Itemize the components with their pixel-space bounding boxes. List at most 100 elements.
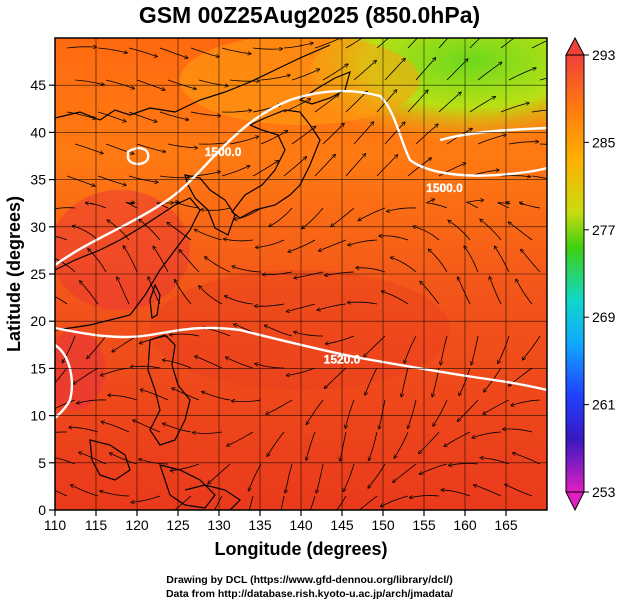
streamline <box>464 246 479 273</box>
streamline <box>449 464 479 466</box>
streamline <box>432 367 440 397</box>
streamline <box>71 485 99 497</box>
temperature-field <box>55 38 547 510</box>
streamline <box>368 463 386 488</box>
streamline <box>195 230 223 241</box>
streamline <box>345 91 367 113</box>
streamline <box>539 143 547 145</box>
streamline <box>255 303 285 306</box>
streamline <box>79 452 107 465</box>
x-tick-label: 155 <box>412 517 436 533</box>
x-tick-label: 140 <box>289 517 313 533</box>
contour-label: 1520.0 <box>324 353 361 367</box>
streamline <box>498 335 510 363</box>
streamline <box>319 239 347 251</box>
streamline <box>353 122 374 145</box>
streamline <box>294 332 323 337</box>
streamline <box>195 356 223 369</box>
y-axis-label: Latitude (degrees) <box>4 196 24 352</box>
streamline <box>55 431 67 433</box>
streamline <box>407 38 418 49</box>
y-tick-label: 0 <box>38 502 46 518</box>
colorbar-ramp <box>565 54 585 493</box>
streamline <box>174 495 192 510</box>
streamline <box>156 203 174 209</box>
streamline <box>123 246 138 273</box>
streamline <box>167 79 196 89</box>
streamline <box>221 166 250 177</box>
streamline <box>500 38 515 49</box>
streamline <box>415 58 435 81</box>
streamline <box>267 431 285 456</box>
streamline <box>314 155 335 177</box>
streamline <box>139 219 161 241</box>
y-tick-label: 45 <box>30 77 46 93</box>
streamline <box>521 250 541 273</box>
colorbar-tick-label: 293 <box>592 47 616 63</box>
streamline <box>511 399 541 406</box>
streamline <box>441 490 471 497</box>
streamline <box>110 453 138 465</box>
streamline <box>214 495 223 510</box>
streamline <box>358 495 378 510</box>
streamline <box>469 97 495 113</box>
streamline <box>294 271 324 278</box>
y-tick-label: 20 <box>30 313 46 329</box>
streamline <box>503 429 533 433</box>
streamline <box>73 226 99 241</box>
streamline <box>249 463 262 491</box>
streamline <box>441 335 448 365</box>
streamline <box>369 431 378 460</box>
streamline <box>252 161 278 177</box>
streamline <box>317 303 347 310</box>
streamline <box>364 335 386 357</box>
streamline <box>256 239 285 248</box>
streamline <box>345 154 365 177</box>
streamline <box>133 420 161 433</box>
streamline <box>381 495 409 507</box>
streamline <box>302 207 324 229</box>
streamline <box>159 47 188 58</box>
y-axis-ticks: 0 5 10 15 20 25 30 35 40 45 <box>30 77 55 518</box>
streamline <box>458 399 479 421</box>
streamline <box>340 431 347 461</box>
credit-data: Data from http://database.rish.kyoto-u.a… <box>165 588 454 600</box>
streamline <box>285 463 293 493</box>
streamline <box>531 40 547 49</box>
streamline <box>232 400 262 402</box>
streamline <box>229 80 259 81</box>
streamline <box>190 111 220 116</box>
streamline <box>225 296 254 305</box>
x-tick-label: 150 <box>371 517 395 533</box>
streamline <box>356 268 386 273</box>
streamline <box>227 431 254 446</box>
streamline <box>226 357 254 369</box>
streamline <box>497 202 511 209</box>
streamline <box>87 335 107 358</box>
streamline <box>55 367 68 384</box>
streamline <box>345 38 363 49</box>
streamline <box>444 431 471 446</box>
streamline <box>175 280 192 305</box>
streamline <box>102 422 130 433</box>
y-tick-label: 15 <box>30 360 46 376</box>
streamline <box>131 366 161 368</box>
streamline <box>376 155 398 177</box>
map-title: GSM 00Z25Aug2025 (850.0hPa) <box>138 2 481 28</box>
contour-1520-loop <box>55 344 74 419</box>
streamline <box>291 69 319 81</box>
colorbar-max-triangle <box>565 36 585 56</box>
colorbar-tick-label: 285 <box>592 134 616 150</box>
streamline <box>345 399 355 428</box>
streamline <box>365 367 378 395</box>
x-tick-label: 120 <box>125 517 149 533</box>
y-tick-label: 10 <box>30 408 46 424</box>
streamline <box>516 279 533 305</box>
streamline <box>520 203 541 209</box>
streamline <box>433 399 448 426</box>
streamline <box>401 367 409 397</box>
streamline <box>100 491 130 497</box>
streamline <box>408 399 417 428</box>
streamline <box>415 124 438 145</box>
streamline <box>148 277 161 305</box>
